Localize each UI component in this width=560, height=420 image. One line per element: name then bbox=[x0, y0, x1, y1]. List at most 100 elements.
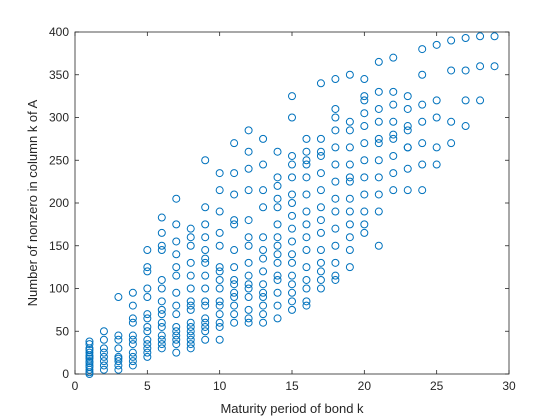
point bbox=[461, 66, 470, 75]
point bbox=[230, 169, 239, 178]
point bbox=[186, 297, 195, 306]
point bbox=[288, 271, 296, 280]
point bbox=[215, 322, 224, 331]
point bbox=[215, 310, 224, 319]
point bbox=[186, 331, 195, 340]
point bbox=[302, 147, 311, 156]
point bbox=[374, 207, 383, 216]
point bbox=[186, 322, 195, 331]
point bbox=[230, 301, 239, 310]
point bbox=[172, 340, 181, 349]
point bbox=[389, 169, 398, 178]
point bbox=[418, 100, 427, 109]
point bbox=[186, 224, 195, 233]
point bbox=[288, 92, 296, 101]
point bbox=[418, 70, 427, 79]
point bbox=[85, 340, 94, 349]
y-tick-label: 200 bbox=[49, 196, 69, 210]
point bbox=[143, 263, 152, 272]
point bbox=[230, 246, 239, 255]
point bbox=[143, 293, 152, 302]
point bbox=[302, 173, 311, 182]
point bbox=[201, 156, 210, 165]
point bbox=[403, 92, 412, 101]
point bbox=[316, 216, 325, 225]
point bbox=[172, 288, 181, 297]
point bbox=[157, 246, 166, 255]
point bbox=[331, 177, 340, 186]
point bbox=[215, 267, 224, 276]
y-tick-label: 250 bbox=[49, 153, 69, 167]
point bbox=[403, 104, 412, 113]
point bbox=[331, 224, 340, 233]
point bbox=[172, 220, 181, 229]
point bbox=[230, 310, 239, 319]
point bbox=[143, 314, 152, 323]
point bbox=[114, 293, 123, 302]
point bbox=[403, 164, 412, 173]
point bbox=[186, 318, 195, 327]
point bbox=[201, 301, 210, 310]
point bbox=[316, 134, 325, 143]
point bbox=[186, 305, 195, 314]
point bbox=[374, 139, 383, 148]
point bbox=[157, 241, 166, 250]
point bbox=[288, 199, 296, 207]
point bbox=[128, 288, 137, 297]
point bbox=[201, 297, 210, 306]
point bbox=[99, 352, 108, 361]
x-tick-label: 0 bbox=[72, 379, 79, 393]
point bbox=[432, 160, 441, 169]
point bbox=[374, 57, 383, 66]
point bbox=[360, 207, 369, 216]
point bbox=[461, 122, 470, 131]
point bbox=[215, 297, 224, 306]
point bbox=[215, 301, 224, 310]
point bbox=[143, 335, 152, 344]
point bbox=[99, 327, 108, 336]
point bbox=[389, 117, 398, 126]
point bbox=[302, 263, 311, 272]
point bbox=[374, 190, 383, 199]
point bbox=[273, 301, 282, 310]
point bbox=[99, 348, 108, 357]
point bbox=[186, 233, 195, 242]
point bbox=[172, 322, 181, 331]
point bbox=[244, 314, 253, 323]
point bbox=[215, 263, 224, 272]
point bbox=[201, 258, 210, 267]
point bbox=[143, 284, 152, 293]
point bbox=[99, 365, 108, 374]
point bbox=[128, 335, 137, 344]
point bbox=[432, 96, 441, 105]
point bbox=[273, 288, 282, 297]
point bbox=[128, 361, 137, 370]
point bbox=[259, 186, 268, 195]
point bbox=[244, 147, 253, 156]
point bbox=[302, 301, 311, 310]
point bbox=[302, 275, 311, 284]
point bbox=[143, 310, 152, 319]
point bbox=[331, 194, 340, 203]
point bbox=[244, 216, 253, 225]
point bbox=[230, 190, 239, 199]
point bbox=[302, 297, 311, 306]
point bbox=[447, 117, 456, 126]
point bbox=[403, 122, 412, 131]
point bbox=[215, 228, 224, 237]
point bbox=[157, 228, 166, 237]
point bbox=[215, 207, 224, 216]
point bbox=[418, 160, 427, 169]
x-tick-label: 30 bbox=[502, 379, 516, 393]
point bbox=[273, 258, 282, 267]
point bbox=[259, 267, 268, 276]
point bbox=[403, 186, 412, 195]
point bbox=[273, 314, 282, 323]
point bbox=[302, 160, 311, 169]
point bbox=[288, 151, 296, 160]
point bbox=[186, 344, 195, 353]
point bbox=[389, 134, 398, 143]
point bbox=[316, 151, 325, 160]
point bbox=[143, 348, 152, 357]
point bbox=[157, 335, 166, 344]
